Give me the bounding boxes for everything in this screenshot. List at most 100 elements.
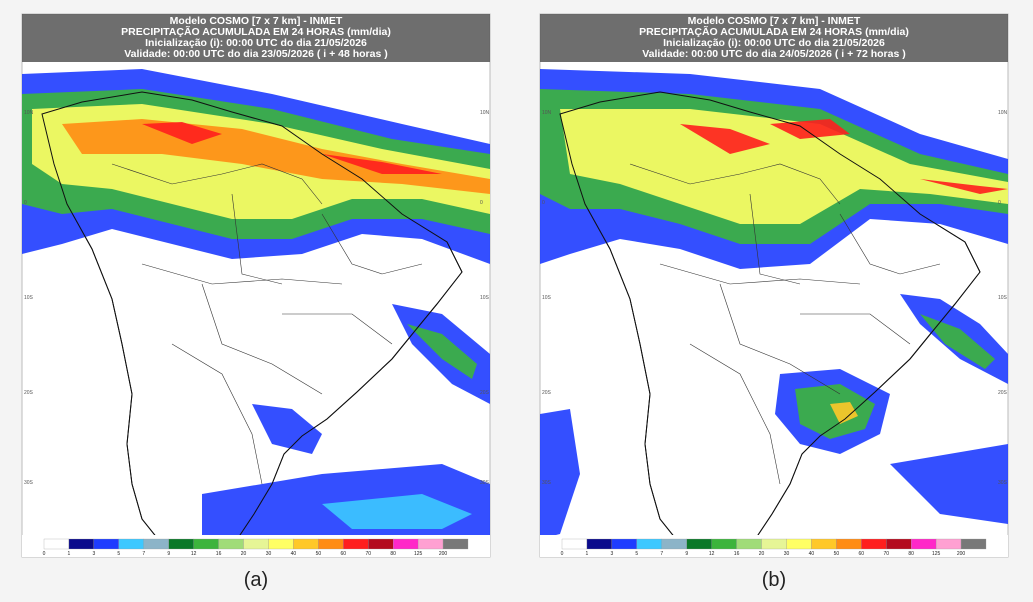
colorbar-swatch — [636, 538, 662, 550]
border-line — [141, 263, 343, 285]
lat-label: 10S — [24, 295, 34, 301]
colorbar-swatch — [318, 538, 344, 550]
header-line: PRECIPITAÇÃO ACUMULADA EM 24 HORAS (mm/d… — [121, 25, 391, 38]
colorbar-swatch — [586, 538, 613, 550]
lat-label: 20S — [542, 390, 552, 396]
lat-label: 30S — [998, 480, 1008, 486]
colorbar-label: 70 — [365, 551, 371, 557]
colorbar-label: 20 — [759, 551, 765, 557]
lat-label: 30S — [24, 480, 34, 486]
lat-label: 0 — [24, 200, 27, 206]
border-line — [111, 163, 323, 205]
colorbar-swatch — [686, 538, 712, 550]
colorbar-swatch — [143, 538, 169, 550]
precip-area — [322, 494, 472, 529]
colorbar-label: 5 — [117, 551, 120, 557]
colorbar-swatch — [561, 538, 588, 550]
colorbar-swatch — [118, 538, 144, 550]
precip-area — [62, 119, 490, 194]
colorbar-swatch — [93, 538, 119, 550]
border-line — [689, 343, 781, 485]
colorbar-label: 30 — [266, 551, 272, 557]
colorbar-label: 50 — [316, 551, 322, 557]
header-line: Validade: 00:00 UTC do dia 24/05/2026 ( … — [642, 48, 906, 60]
colorbar-swatch — [886, 538, 912, 550]
border-line — [749, 193, 801, 285]
colorbar-label: 20 — [241, 551, 247, 557]
colorbar-swatch — [861, 538, 887, 550]
colorbar-swatch — [393, 538, 419, 550]
precip-area — [560, 109, 1008, 224]
lat-label: 30S — [480, 480, 490, 486]
lat-label: 10N — [998, 110, 1008, 116]
colorbar-swatch — [786, 538, 812, 550]
lat-label: 20S — [480, 390, 490, 396]
colorbar-swatch — [343, 538, 369, 550]
colorbar-label: 9 — [167, 551, 170, 557]
precip-area — [407, 324, 477, 379]
colorbar-swatch — [911, 538, 937, 550]
colorbar-label: 16 — [734, 551, 740, 557]
map-panel: 10N 10N 0 0 10S 10S 20S 20S 30S 30S Modelo COSMO [… — [539, 13, 1009, 558]
map-panel: 10N 10N 0 0 10S 10S 20S 20S 30S 30S Modelo COSMO [… — [21, 13, 491, 558]
colorbar-label: 40 — [291, 551, 297, 557]
header-strip — [540, 14, 1008, 62]
precip-area — [252, 404, 322, 454]
panel-caption: (a) — [244, 569, 268, 591]
coastline — [559, 91, 981, 545]
colorbar-swatch — [442, 538, 469, 550]
colorbar-label: 60 — [341, 551, 347, 557]
precip-area — [142, 122, 442, 174]
header-line: Modelo COSMO [7 x 7 km] - INMET — [688, 15, 861, 27]
colorbar-label: 125 — [414, 551, 423, 557]
colorbar-label: 30 — [784, 551, 790, 557]
colorbar-swatch — [960, 538, 987, 550]
colorbar-swatch — [43, 538, 70, 550]
border-line — [800, 313, 911, 345]
border-line — [231, 193, 283, 285]
lat-label: 0 — [542, 200, 545, 206]
lat-label: 10S — [542, 295, 552, 301]
lat-label: 10S — [480, 295, 490, 301]
border-line — [171, 343, 263, 485]
colorbar-label: 200 — [439, 551, 448, 557]
border-line — [629, 163, 841, 205]
colorbar-swatch — [711, 538, 737, 550]
header-line: Inicialização (i): 00:00 UTC do dia 21/0… — [145, 37, 367, 49]
colorbar-swatch — [243, 538, 269, 550]
lat-label: 30S — [542, 480, 552, 486]
colorbar-swatch — [368, 538, 394, 550]
header-line: PRECIPITAÇÃO ACUMULADA EM 24 HORAS (mm/d… — [639, 25, 909, 38]
colorbar-swatch — [268, 538, 294, 550]
colorbar-label: 9 — [685, 551, 688, 557]
header-line: Inicialização (i): 00:00 UTC do dia 21/0… — [663, 37, 885, 49]
colorbar-swatch — [661, 538, 687, 550]
header-line: Validade: 00:00 UTC do dia 23/05/2026 ( … — [124, 48, 388, 60]
lat-label: 10N — [480, 110, 490, 116]
colorbar-label: 125 — [932, 551, 941, 557]
border-line — [201, 283, 323, 395]
colorbar-label: 7 — [660, 551, 663, 557]
colorbar-swatch — [218, 538, 244, 550]
lat-label: 0 — [998, 200, 1001, 206]
lat-label: 10S — [998, 295, 1008, 301]
colorbar-swatch — [293, 538, 319, 550]
colorbar-label: 16 — [216, 551, 222, 557]
colorbar-label: 0 — [561, 551, 564, 557]
lat-label: 10N — [542, 110, 552, 116]
header-strip — [22, 14, 490, 62]
colorbar-label: 50 — [834, 551, 840, 557]
precip-area — [830, 402, 858, 424]
border-line — [321, 213, 423, 275]
colorbar-label: 80 — [908, 551, 914, 557]
header-line: Modelo COSMO [7 x 7 km] - INMET — [170, 15, 343, 27]
colorbar-label: 80 — [390, 551, 396, 557]
colorbar-label: 12 — [709, 551, 715, 557]
colorbar-label: 0 — [43, 551, 46, 557]
colorbar-label: 5 — [635, 551, 638, 557]
panel-caption: (b) — [762, 569, 786, 591]
border-line — [282, 313, 393, 345]
border-line — [719, 283, 841, 395]
colorbar-swatch — [193, 538, 219, 550]
